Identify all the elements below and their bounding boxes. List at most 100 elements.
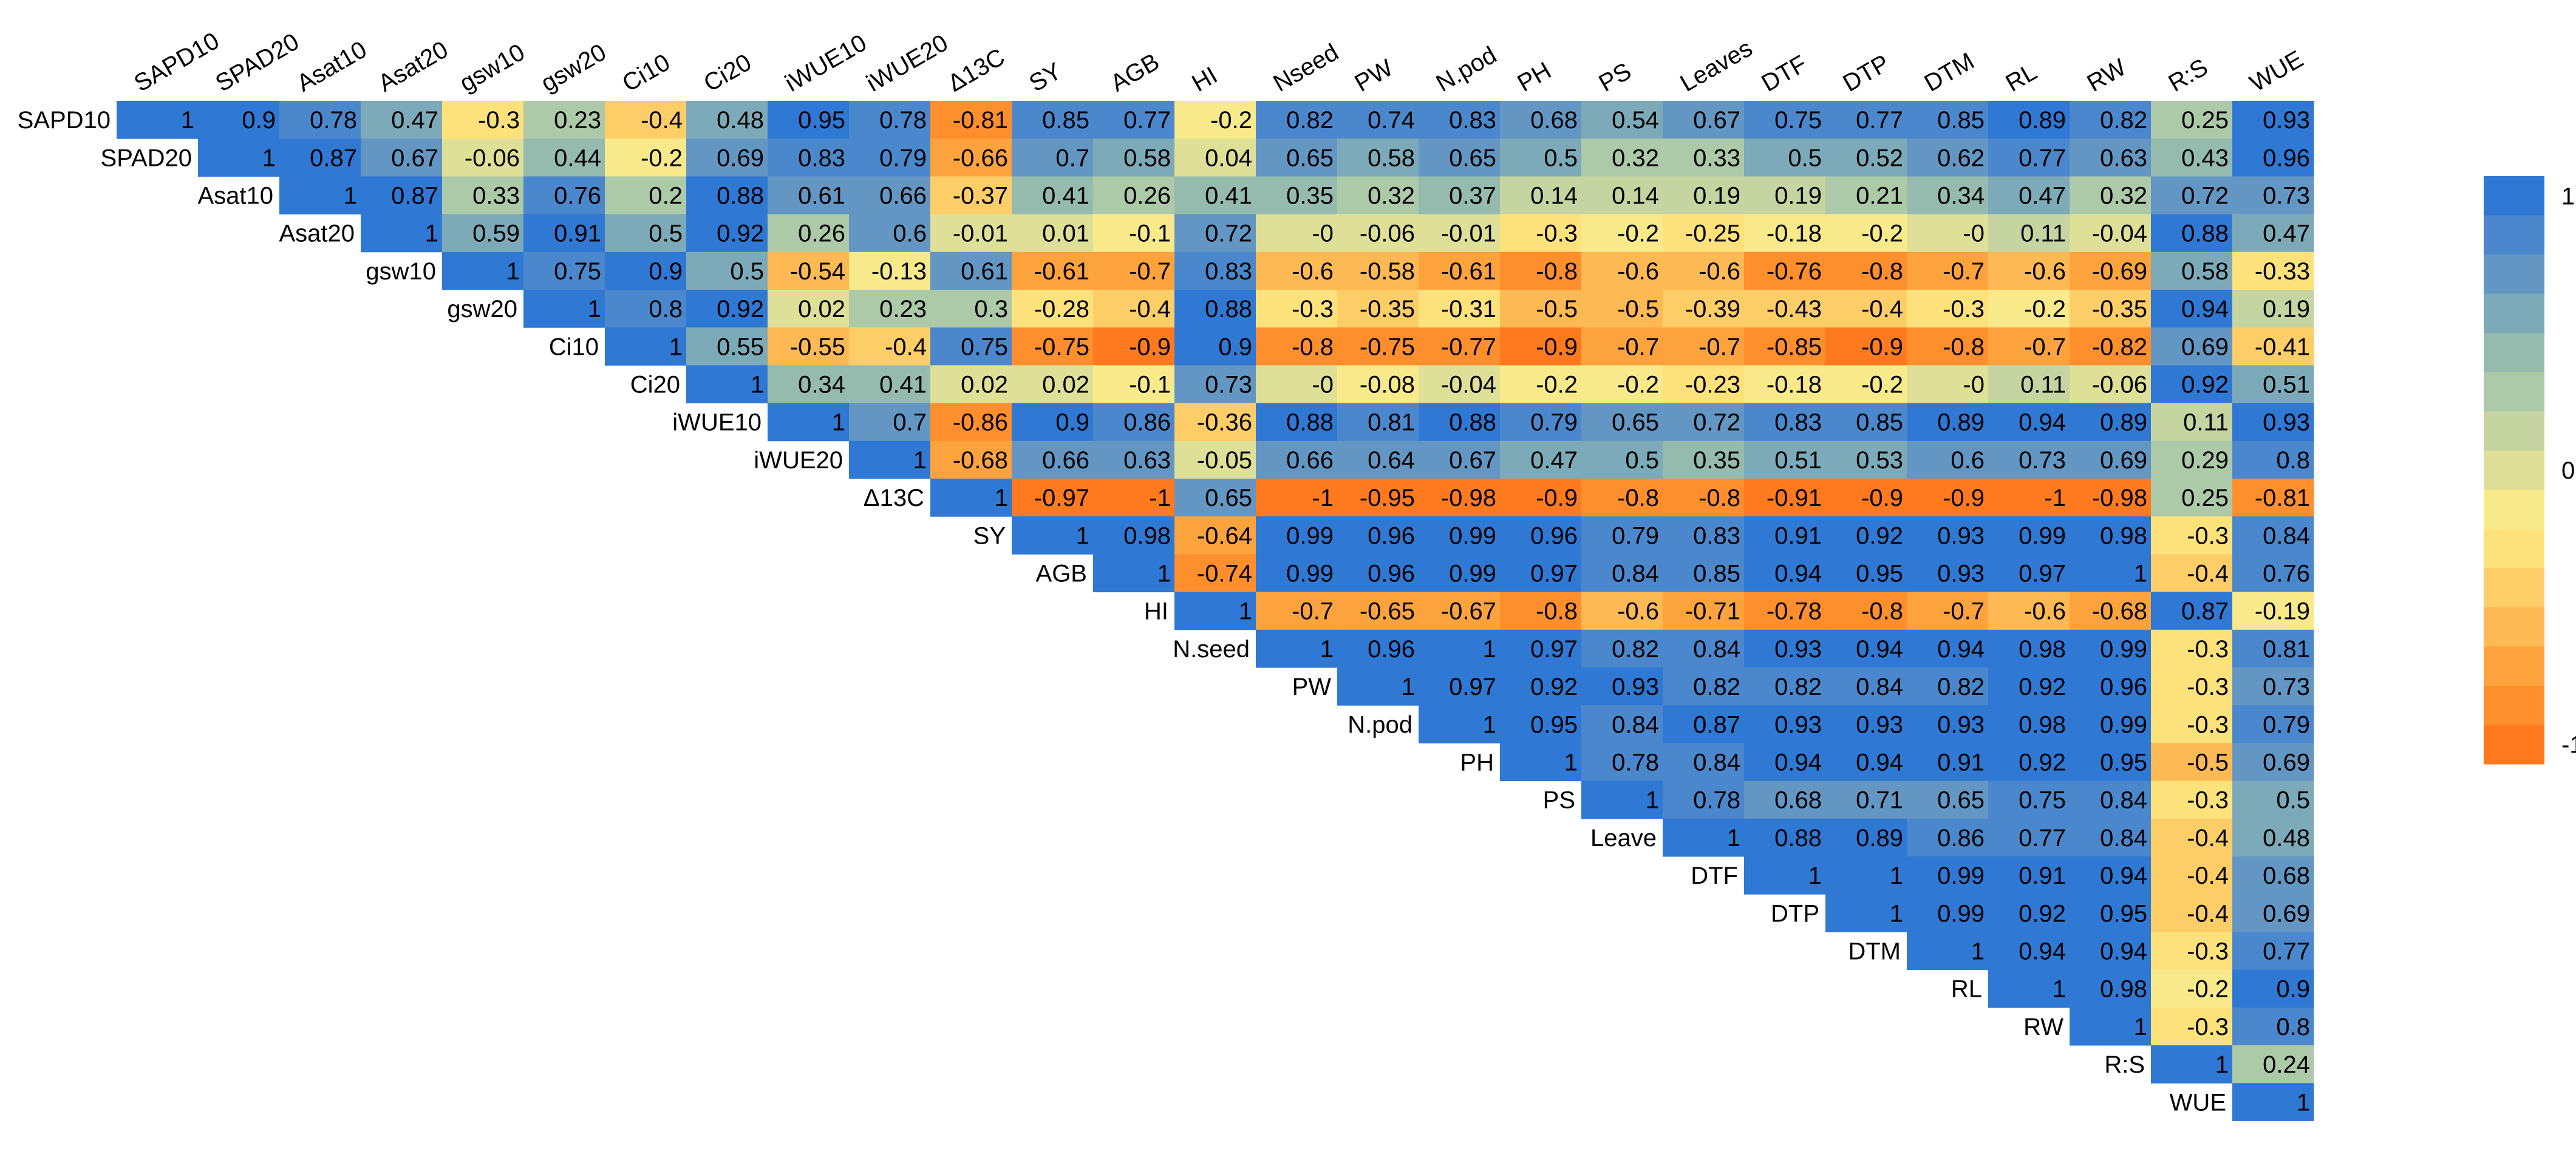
heatmap-cell bbox=[1907, 592, 1989, 630]
heatmap-cell bbox=[1174, 592, 1256, 630]
cell-value: -0.54 bbox=[790, 258, 845, 285]
heatmap-cell bbox=[1988, 856, 2070, 895]
legend-swatch bbox=[2484, 528, 2544, 569]
cell-value: 0.73 bbox=[2263, 674, 2310, 700]
cell-value: 0.77 bbox=[1123, 107, 1171, 134]
heatmap-cell bbox=[1256, 516, 1338, 555]
row-label: RL bbox=[1951, 976, 1982, 1003]
heatmap-cell bbox=[442, 214, 524, 253]
heatmap-cell bbox=[523, 290, 605, 328]
heatmap-cell bbox=[2232, 969, 2314, 1008]
heatmap-cell bbox=[1419, 251, 1501, 290]
heatmap-cell bbox=[1988, 780, 2070, 819]
cell-value: 0.5 bbox=[730, 258, 764, 285]
cell-value: -0 bbox=[1963, 372, 1985, 398]
heatmap-cell bbox=[768, 101, 850, 139]
cell-value: 0.79 bbox=[879, 145, 927, 171]
cell-value: 0.94 bbox=[1774, 561, 1822, 587]
heatmap-cell bbox=[1174, 516, 1256, 555]
heatmap-cell bbox=[1500, 705, 1582, 743]
heatmap-cell bbox=[1500, 365, 1582, 404]
heatmap-cell bbox=[686, 138, 768, 177]
cell-value: 0.5 bbox=[1625, 447, 1659, 474]
heatmap-cell bbox=[1663, 629, 1745, 668]
cell-value: 0.84 bbox=[1693, 750, 1740, 776]
heatmap-cell bbox=[523, 214, 605, 253]
cell-value: -0.3 bbox=[1943, 296, 1985, 323]
heatmap-cell bbox=[2151, 516, 2233, 555]
heatmap-cell bbox=[1907, 440, 1989, 479]
heatmap-cell bbox=[1663, 705, 1745, 743]
heatmap-cell bbox=[1581, 629, 1663, 668]
heatmap-cell bbox=[1012, 365, 1094, 404]
heatmap-cell bbox=[2232, 101, 2314, 139]
heatmap-cell bbox=[768, 138, 850, 177]
cell-value: 0.75 bbox=[554, 258, 601, 285]
cell-value: 0.89 bbox=[2100, 409, 2147, 436]
cell-value: 0.5 bbox=[2276, 787, 2310, 814]
legend-swatch bbox=[2484, 176, 2544, 216]
row-label: SAPD10 bbox=[18, 107, 111, 134]
heatmap-cell bbox=[2070, 932, 2152, 971]
cell-value: 0.75 bbox=[1774, 107, 1822, 134]
cell-value: 0.66 bbox=[1042, 447, 1089, 474]
heatmap-cell bbox=[1093, 440, 1175, 479]
heatmap-cell bbox=[1988, 668, 2070, 706]
heatmap-cell bbox=[1907, 251, 1989, 290]
heatmap-cell bbox=[1419, 214, 1501, 253]
legend-tick-label: -1 bbox=[2561, 732, 2576, 759]
heatmap-cell bbox=[849, 101, 931, 139]
cell-value: 0.88 bbox=[1286, 409, 1334, 436]
heatmap-cell bbox=[1581, 176, 1663, 215]
column-label: RL bbox=[2002, 58, 2042, 97]
cell-value: 0.85 bbox=[1693, 561, 1740, 587]
cell-value: 0.92 bbox=[2019, 900, 2066, 927]
heatmap-cell bbox=[1419, 516, 1501, 555]
cell-value: 0.99 bbox=[1286, 561, 1334, 587]
heatmap-cell bbox=[2232, 138, 2314, 177]
cell-value: -0.35 bbox=[1360, 296, 1415, 323]
cell-value: 0.82 bbox=[1286, 107, 1334, 134]
cell-value: 0.52 bbox=[1856, 145, 1903, 171]
heatmap-cell bbox=[1500, 479, 1582, 517]
cell-value: 0.68 bbox=[1774, 787, 1822, 814]
row-label: PS bbox=[1543, 787, 1575, 814]
cell-value: 0.75 bbox=[2019, 787, 2066, 814]
cell-value: -0.68 bbox=[953, 447, 1008, 474]
cell-value: -0.18 bbox=[1767, 220, 1822, 247]
cell-value: 0.41 bbox=[1205, 183, 1252, 210]
heatmap-cell bbox=[279, 138, 361, 177]
heatmap-cell bbox=[1907, 743, 1989, 782]
heatmap-cell bbox=[1093, 214, 1175, 253]
heatmap-cell bbox=[1012, 101, 1094, 139]
heatmap-cell bbox=[1988, 554, 2070, 593]
cell-value: -0.65 bbox=[1360, 598, 1415, 625]
cell-value: 0.11 bbox=[2020, 220, 2066, 247]
heatmap-cell bbox=[1907, 554, 1989, 593]
heatmap-cell bbox=[1419, 403, 1501, 442]
cell-value: 0.14 bbox=[1530, 183, 1578, 210]
cell-value: -0.06 bbox=[465, 145, 520, 171]
heatmap-cell bbox=[2232, 705, 2314, 743]
heatmap-cell bbox=[1500, 592, 1582, 630]
heatmap-cell bbox=[1337, 668, 1419, 706]
heatmap-cell bbox=[2232, 932, 2314, 971]
cell-value: -0.1 bbox=[1129, 220, 1171, 247]
column-label: SY bbox=[1025, 58, 1066, 97]
cell-value: 0.84 bbox=[1612, 711, 1659, 738]
heatmap-cell bbox=[2232, 1007, 2314, 1046]
cell-value: -0.3 bbox=[1292, 296, 1334, 323]
cell-value: -0.8 bbox=[1861, 258, 1903, 285]
cell-value: -0.7 bbox=[1617, 333, 1659, 360]
heatmap-cell bbox=[1988, 440, 2070, 479]
cell-value: -0.8 bbox=[1536, 598, 1578, 625]
heatmap-cell bbox=[930, 251, 1012, 290]
cell-value: -0.6 bbox=[1699, 258, 1740, 285]
cell-value: 0.79 bbox=[1530, 409, 1578, 436]
column-label: HI bbox=[1188, 62, 1222, 97]
cell-value: 0.19 bbox=[2263, 296, 2310, 323]
legend-swatch bbox=[2484, 607, 2544, 647]
cell-value: -0.55 bbox=[790, 333, 845, 360]
cell-value: 0.91 bbox=[1937, 750, 1985, 776]
heatmap-cell bbox=[1256, 479, 1338, 517]
